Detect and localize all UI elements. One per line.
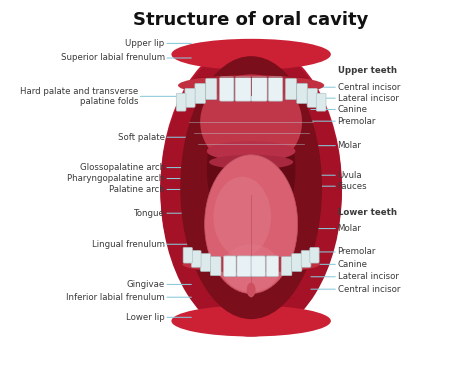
Text: Uvula: Uvula xyxy=(337,171,362,180)
Ellipse shape xyxy=(172,305,331,336)
Text: Inferior labial frenulum: Inferior labial frenulum xyxy=(66,293,165,302)
Text: Lingual frenulum: Lingual frenulum xyxy=(92,240,165,249)
Text: Molar: Molar xyxy=(337,224,361,233)
FancyBboxPatch shape xyxy=(316,93,326,111)
Ellipse shape xyxy=(205,155,298,294)
Text: Fauces: Fauces xyxy=(337,182,367,191)
FancyBboxPatch shape xyxy=(235,77,251,101)
FancyBboxPatch shape xyxy=(206,78,217,100)
Text: Molar: Molar xyxy=(337,141,361,150)
FancyBboxPatch shape xyxy=(224,256,236,276)
Text: Canine: Canine xyxy=(337,105,367,114)
Text: Gingivae: Gingivae xyxy=(127,280,165,289)
Ellipse shape xyxy=(200,74,302,169)
Ellipse shape xyxy=(160,45,342,337)
FancyBboxPatch shape xyxy=(210,256,221,276)
FancyBboxPatch shape xyxy=(268,77,283,101)
FancyBboxPatch shape xyxy=(292,254,302,272)
Text: Lower lip: Lower lip xyxy=(126,313,165,322)
Text: Tongue: Tongue xyxy=(134,209,165,218)
FancyBboxPatch shape xyxy=(195,84,206,103)
Text: Superior labial frenulum: Superior labial frenulum xyxy=(61,53,165,63)
Text: Pharyngopalatine arch: Pharyngopalatine arch xyxy=(67,174,165,183)
FancyBboxPatch shape xyxy=(251,77,267,101)
Ellipse shape xyxy=(182,256,320,273)
FancyBboxPatch shape xyxy=(237,256,251,276)
FancyBboxPatch shape xyxy=(185,88,195,107)
Text: Lateral incisor: Lateral incisor xyxy=(337,94,398,103)
FancyBboxPatch shape xyxy=(307,88,318,107)
Text: Structure of oral cavity: Structure of oral cavity xyxy=(134,11,369,28)
Text: Premolar: Premolar xyxy=(337,247,376,256)
Text: Hard palate and transverse
palatine folds: Hard palate and transverse palatine fold… xyxy=(20,86,138,106)
Ellipse shape xyxy=(207,96,295,243)
Ellipse shape xyxy=(213,177,271,257)
Text: Central incisor: Central incisor xyxy=(337,285,400,294)
Text: Upper teeth: Upper teeth xyxy=(337,66,397,75)
Ellipse shape xyxy=(246,283,255,297)
Text: Lateral incisor: Lateral incisor xyxy=(337,272,398,281)
FancyBboxPatch shape xyxy=(201,254,210,272)
Text: Central incisor: Central incisor xyxy=(337,83,400,92)
FancyBboxPatch shape xyxy=(285,78,297,100)
FancyBboxPatch shape xyxy=(301,251,311,267)
FancyBboxPatch shape xyxy=(251,256,265,276)
Text: Soft palate: Soft palate xyxy=(118,133,165,142)
Ellipse shape xyxy=(207,141,295,161)
FancyBboxPatch shape xyxy=(183,247,192,263)
FancyBboxPatch shape xyxy=(176,93,186,111)
Ellipse shape xyxy=(222,244,280,292)
Ellipse shape xyxy=(180,56,322,319)
FancyBboxPatch shape xyxy=(297,84,307,103)
Ellipse shape xyxy=(160,42,342,334)
FancyBboxPatch shape xyxy=(310,247,319,263)
Ellipse shape xyxy=(209,155,293,169)
Ellipse shape xyxy=(247,156,260,180)
Text: Glossopalatine arch: Glossopalatine arch xyxy=(80,163,165,172)
Ellipse shape xyxy=(172,39,331,70)
Text: Canine: Canine xyxy=(337,260,367,269)
Text: Premolar: Premolar xyxy=(337,117,376,126)
Text: Palatine arch: Palatine arch xyxy=(109,185,165,194)
Text: Upper lip: Upper lip xyxy=(126,39,165,48)
FancyBboxPatch shape xyxy=(191,251,201,267)
FancyBboxPatch shape xyxy=(219,77,234,101)
Ellipse shape xyxy=(178,75,324,95)
Text: Lower teeth: Lower teeth xyxy=(337,208,397,217)
FancyBboxPatch shape xyxy=(281,256,292,276)
FancyBboxPatch shape xyxy=(266,256,279,276)
